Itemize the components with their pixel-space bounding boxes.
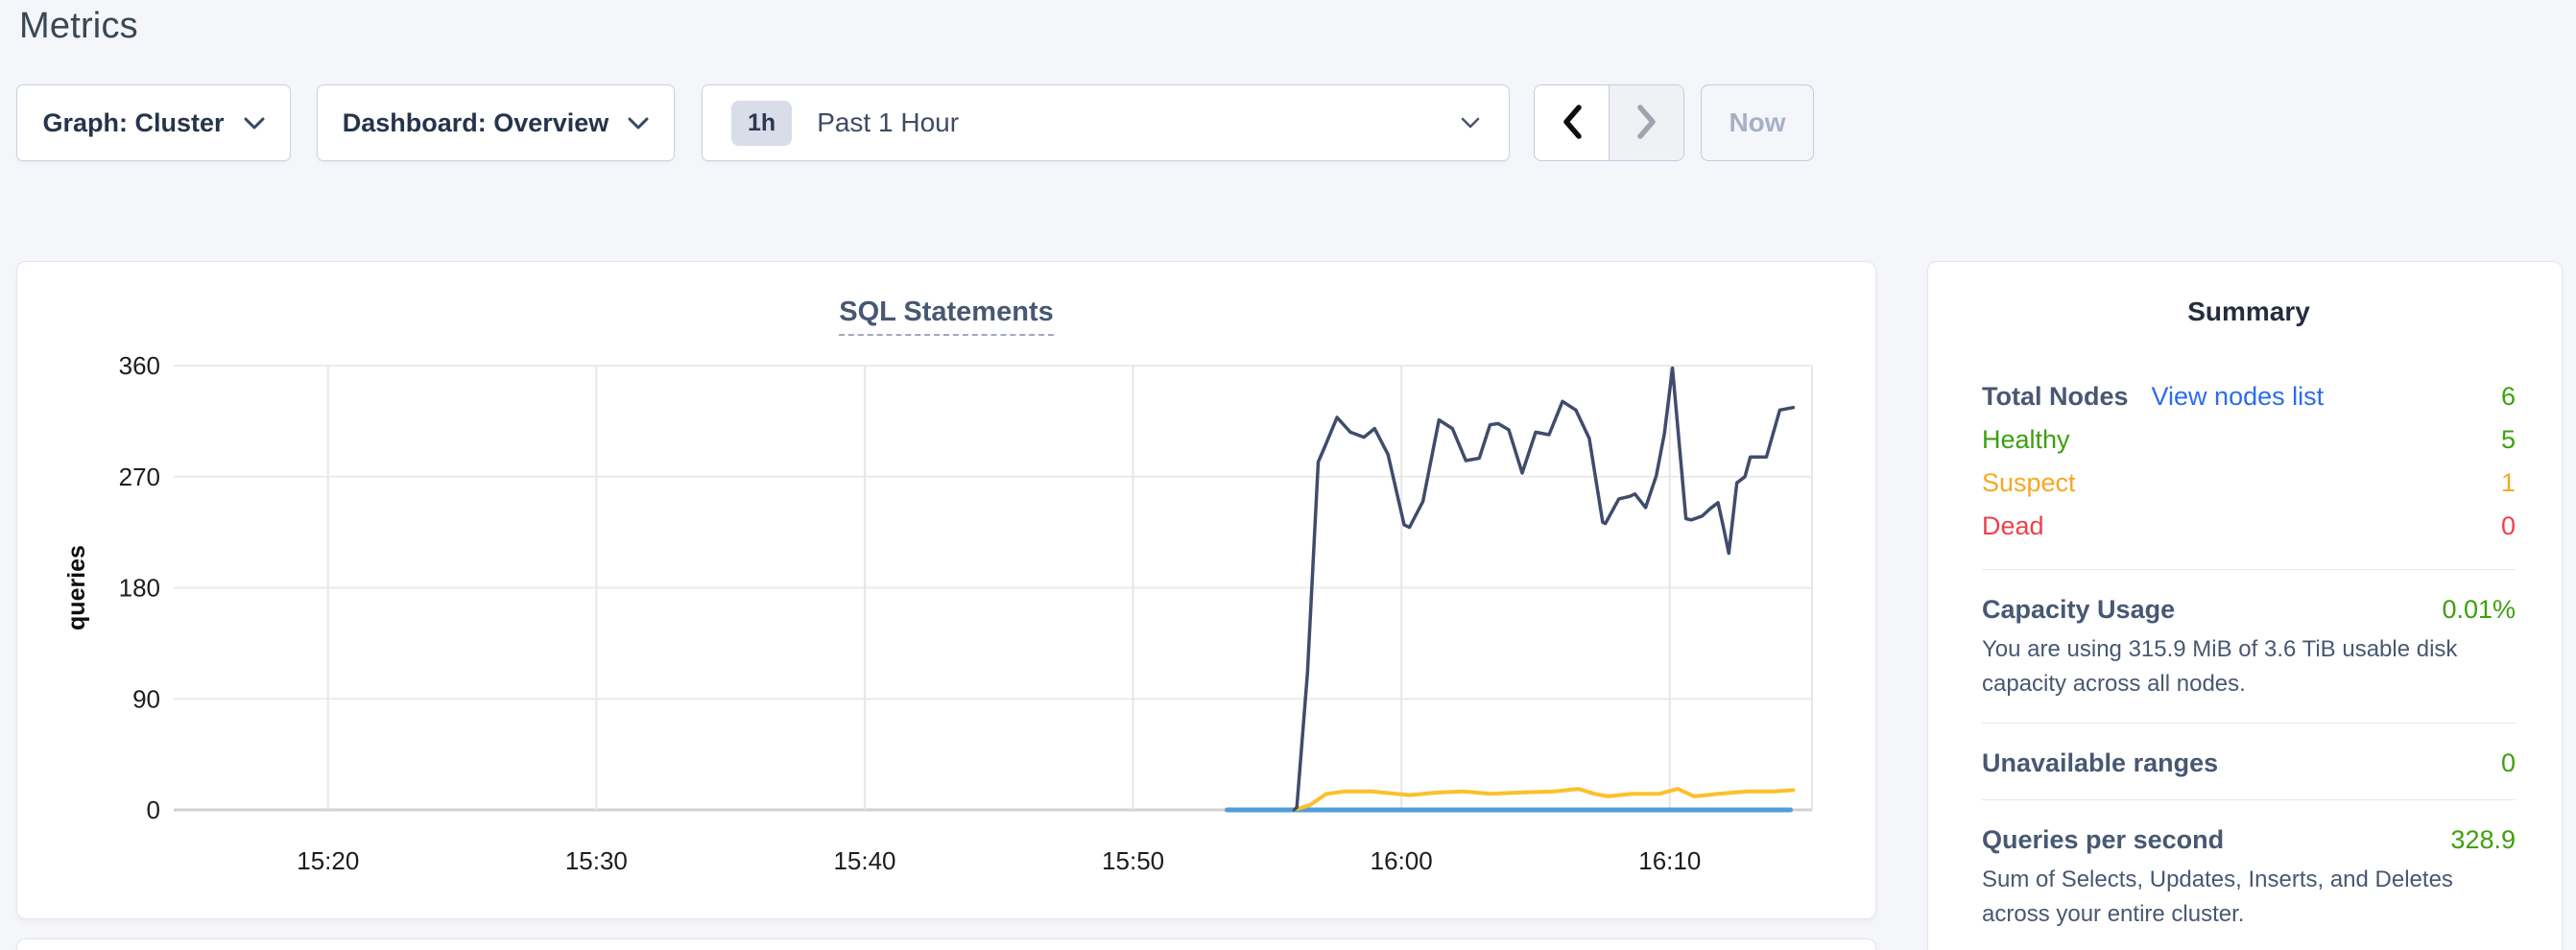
time-range-badge: 1h [731, 100, 793, 146]
capacity-usage-section: Capacity Usage 0.01% You are using 315.9… [1982, 595, 2516, 701]
section-header: Capacity Usage 0.01% [1982, 595, 2516, 625]
time-range-label: Past 1 Hour [817, 107, 960, 137]
divider [1982, 799, 2516, 800]
time-range-pager [1534, 84, 1684, 161]
svg-text:270: 270 [119, 463, 160, 491]
svg-text:15:50: 15:50 [1102, 846, 1164, 875]
section-label: Capacity Usage [1982, 595, 2176, 624]
sql-statements-chart[interactable]: 0 90 180 270 360 15:20 15:30 15:40 15:50 16:00 16:… [17, 262, 1877, 920]
node-row-value: 1 [2500, 468, 2516, 497]
queries-per-second-section: Queries per second 328.9 Sum of Selects,… [1982, 825, 2516, 932]
node-row-label: Total Nodes [1982, 382, 2129, 411]
section-label: Unavailable ranges [1982, 748, 2219, 777]
node-row-label: Suspect [1982, 468, 2076, 497]
graph-dropdown[interactable]: Graph: Cluster [16, 84, 291, 161]
next-chart-card [16, 938, 1876, 950]
svg-text:90: 90 [132, 684, 160, 713]
section-label: Queries per second [1982, 825, 2225, 854]
node-row-label: Healthy [1982, 425, 2070, 454]
svg-text:15:30: 15:30 [565, 846, 628, 875]
chart-axis-labels: 0 90 180 270 360 15:20 15:30 15:40 15:50 16:00 16:… [63, 351, 1701, 875]
divider [1982, 569, 2516, 570]
node-row-healthy: Healthy 5 [1982, 418, 2516, 462]
section-description: You are using 315.9 MiB of 3.6 TiB usabl… [1982, 636, 2458, 697]
section-value: 0 [2500, 748, 2516, 777]
now-button[interactable]: Now [1701, 84, 1814, 161]
page-title: Metrics [19, 6, 138, 46]
y-axis-label: queries [63, 545, 90, 630]
chart-title: SQL Statements [839, 297, 1054, 336]
node-status-list: Total Nodes View nodes list 6 Healthy 5 … [1982, 375, 2516, 548]
section-header: Queries per second 328.9 [1982, 825, 2516, 855]
sql-statements-chart-card: SQL Statements 0 90 180 270 360 15:20 15:30 15:… [16, 261, 1876, 919]
next-range-button[interactable] [1609, 85, 1683, 160]
chevron-left-icon [1562, 104, 1583, 142]
summary-panel: Summary Total Nodes View nodes list 6 He… [1927, 261, 2563, 950]
svg-text:0: 0 [147, 796, 160, 824]
dashboard-dropdown[interactable]: Dashboard: Overview [317, 84, 675, 161]
prev-range-button[interactable] [1535, 85, 1609, 160]
node-row-dead: Dead 0 [1982, 505, 2516, 548]
chevron-down-icon [244, 117, 265, 130]
chart-series [1225, 366, 1796, 813]
section-value: 0.01% [2442, 595, 2516, 624]
node-row-value: 0 [2500, 511, 2516, 540]
chevron-right-icon [1636, 104, 1658, 142]
svg-text:180: 180 [119, 574, 160, 603]
chart-title-wrap: SQL Statements [17, 297, 1875, 336]
graph-dropdown-label: Graph: Cluster [42, 107, 225, 137]
svg-text:16:10: 16:10 [1638, 846, 1701, 875]
node-row-label: Dead [1982, 511, 2044, 540]
svg-text:16:00: 16:00 [1371, 846, 1433, 875]
chevron-down-icon [1461, 117, 1480, 129]
node-row-suspect: Suspect 1 [1982, 462, 2516, 505]
section-header: Unavailable ranges 0 [1982, 748, 2516, 778]
divider [1982, 723, 2516, 724]
chevron-down-icon [628, 117, 649, 130]
unavailable-ranges-section: Unavailable ranges 0 [1982, 748, 2516, 778]
series-updates-yellow [1292, 787, 1796, 812]
toolbar: Graph: Cluster Dashboard: Overview 1h Pa… [16, 84, 1814, 161]
section-description: Sum of Selects, Updates, Inserts, and De… [1982, 867, 2453, 927]
node-row-value: 6 [2500, 382, 2516, 411]
dashboard-dropdown-label: Dashboard: Overview [342, 107, 609, 137]
svg-text:360: 360 [119, 351, 160, 380]
node-row-total: Total Nodes View nodes list 6 [1982, 375, 2516, 418]
section-value: 328.9 [2450, 825, 2516, 854]
chart-gridlines [174, 365, 1813, 812]
svg-text:15:40: 15:40 [833, 846, 895, 875]
time-range-selector[interactable]: 1h Past 1 Hour [702, 84, 1510, 161]
series-selects-navy [1292, 366, 1796, 812]
node-row-value: 5 [2500, 425, 2516, 454]
summary-title: Summary [2187, 297, 2310, 326]
view-nodes-list-link[interactable]: View nodes list [2151, 382, 2325, 411]
svg-text:15:20: 15:20 [297, 846, 359, 875]
